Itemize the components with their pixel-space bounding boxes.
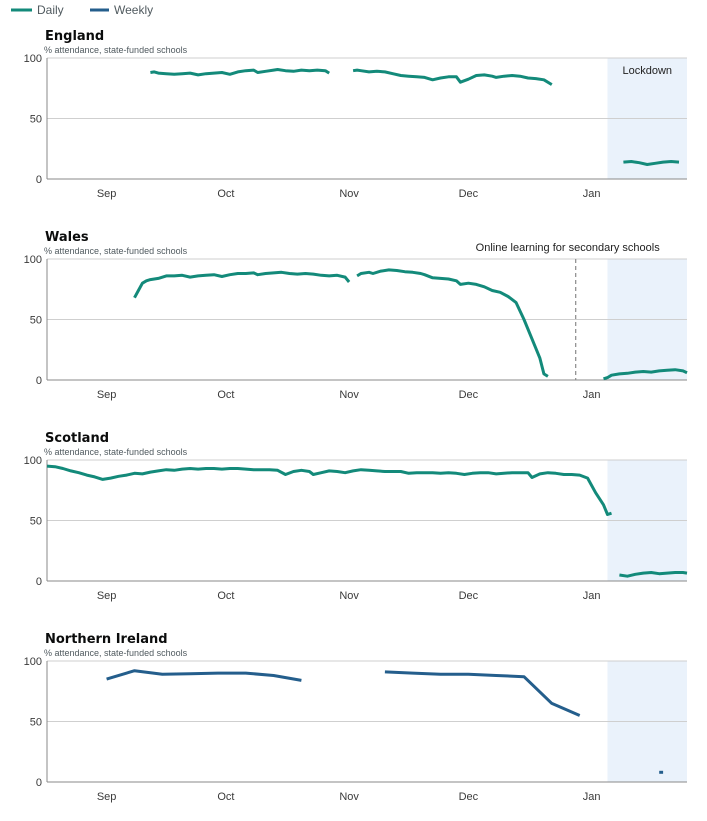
series-line-daily [619, 571, 688, 578]
y-tick-label: 0 [36, 777, 42, 789]
series-line-weekly [384, 670, 581, 717]
series-line-daily [352, 68, 553, 86]
annotation-label: Online learning for secondary schools [476, 242, 661, 254]
x-tick-label: Dec [459, 791, 479, 803]
x-tick-label: Oct [217, 188, 234, 200]
panel-subtitle: % attendance, state-funded schools [44, 447, 188, 457]
panel-title: Wales [45, 230, 89, 245]
y-tick-label: 50 [30, 516, 42, 528]
panel-title: England [45, 29, 104, 44]
y-tick-label: 50 [30, 315, 42, 327]
x-tick-label: Jan [583, 791, 601, 803]
legend-weekly-label: Weekly [114, 3, 153, 17]
y-tick-label: 0 [36, 576, 42, 588]
y-tick-label: 100 [24, 656, 42, 668]
panel-title: Northern Ireland [45, 632, 168, 647]
x-tick-label: Jan [583, 389, 601, 401]
x-tick-label: Sep [97, 590, 117, 602]
lockdown-label: Lockdown [622, 65, 672, 77]
panel-england: Lockdown 0 50 100 Sep Oct Nov Dec Jan England% at… [24, 29, 687, 200]
panel-subtitle: % attendance, state-funded schools [44, 648, 188, 658]
y-tick-label: 100 [24, 53, 42, 65]
y-tick-label: 50 [30, 717, 42, 729]
y-tick-label: 100 [24, 455, 42, 467]
series-line-daily [603, 368, 688, 381]
x-tick-label: Nov [339, 590, 359, 602]
x-tick-label: Dec [459, 188, 479, 200]
x-tick-label: Jan [583, 188, 601, 200]
panel-subtitle: % attendance, state-funded schools [44, 45, 188, 55]
x-tick-label: Sep [97, 791, 117, 803]
y-tick-label: 100 [24, 254, 42, 266]
x-tick-label: Sep [97, 389, 117, 401]
y-tick-label: 0 [36, 375, 42, 387]
x-tick-label: Dec [459, 590, 479, 602]
series-line-daily [133, 270, 351, 299]
x-tick-label: Jan [583, 590, 601, 602]
series-line-weekly [106, 669, 302, 682]
x-tick-label: Dec [459, 389, 479, 401]
panel-wales: 0 50 100 Sep Oct Nov Dec Jan Wales% attendance, … [24, 230, 688, 401]
x-tick-label: Nov [339, 791, 359, 803]
x-tick-label: Oct [217, 791, 234, 803]
panel-northern-ireland: 0 50 100 Sep Oct Nov Dec Jan Northern Ireland% a… [24, 632, 687, 803]
series-line-daily [150, 68, 330, 77]
series-line-daily [46, 464, 612, 516]
x-tick-label: Oct [217, 590, 234, 602]
panel-subtitle: % attendance, state-funded schools [44, 246, 188, 256]
series-line-daily [356, 268, 549, 378]
x-tick-label: Nov [339, 389, 359, 401]
series-line-daily [623, 160, 680, 166]
y-tick-label: 50 [30, 114, 42, 126]
x-tick-label: Nov [339, 188, 359, 200]
x-tick-label: Sep [97, 188, 117, 200]
panel-title: Scotland [45, 431, 109, 446]
panel-scotland: 0 50 100 Sep Oct Nov Dec Jan Scotland% attendanc… [24, 431, 688, 602]
x-tick-label: Oct [217, 389, 234, 401]
legend-daily-label: Daily [37, 3, 64, 17]
legend: Daily Weekly [11, 3, 153, 17]
y-tick-label: 0 [36, 174, 42, 186]
